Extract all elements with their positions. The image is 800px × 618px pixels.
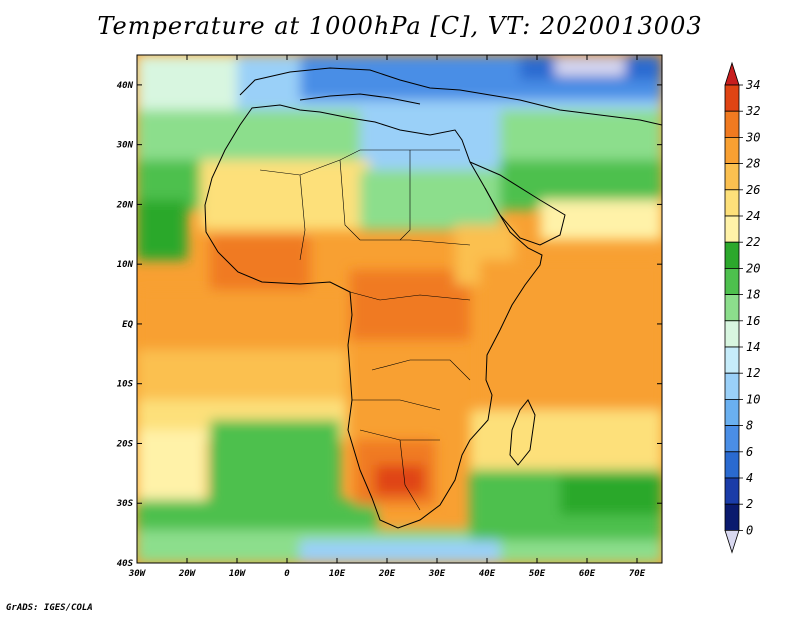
temperature-field: [137, 55, 662, 563]
colorbar-under-triangle: [724, 530, 740, 554]
y-tick-label: 20S: [116, 439, 134, 449]
colorbar-swatch: [724, 189, 740, 217]
country-borders: [259, 149, 471, 511]
colorbar-swatch: [724, 451, 740, 479]
x-tick-label: 30W: [128, 569, 147, 579]
colorbar-label: 0: [746, 523, 753, 537]
coastlines: [204, 67, 662, 529]
colorbar-swatch: [724, 425, 740, 453]
colorbar-swatch: [724, 372, 740, 400]
colorbar-swatch: [724, 320, 740, 348]
colorbar-label: 20: [746, 261, 760, 275]
colorbar-label: 30: [745, 130, 760, 144]
colorbar-swatch: [724, 294, 740, 322]
colorbar-swatch: [724, 136, 740, 164]
colorbar-label: 14: [746, 340, 760, 354]
colorbar-label: 28: [746, 157, 760, 171]
colorbar-swatch: [724, 241, 740, 269]
y-axis-ticks: 40N 30N 20N 10N EQ 10S 20S 30S 40S: [116, 81, 662, 569]
y-tick-label: 10S: [117, 380, 134, 390]
x-tick-label: 40E: [479, 569, 496, 579]
x-tick-label: 30E: [428, 569, 446, 579]
y-tick-label: 10N: [117, 260, 134, 270]
y-tick-label: EQ: [122, 320, 133, 330]
y-tick-label: 20N: [116, 200, 134, 210]
colorbar-swatch: [724, 477, 740, 505]
colorbar-swatch: [724, 84, 740, 112]
colorbar-swatch: [724, 398, 740, 426]
colorbar-swatch: [724, 503, 740, 531]
colorbar-label: 8: [746, 419, 753, 433]
x-tick-label: 50E: [529, 569, 546, 579]
x-tick-label: 20E: [378, 569, 396, 579]
colorbar-label: 10: [746, 392, 760, 406]
y-tick-label: 40S: [117, 559, 134, 569]
x-tick-label: 20W: [178, 569, 197, 579]
colorbar-swatch: [724, 215, 740, 243]
colorbar-label: 32: [745, 104, 760, 118]
footer-credit: GrADS: IGES/COLA: [6, 603, 93, 613]
colorbar-over-triangle: [724, 61, 740, 86]
colorbar-swatch: [724, 110, 740, 138]
colorbar-label: 24: [746, 209, 760, 223]
colorbar-label: 2: [746, 497, 753, 511]
y-tick-label: 40N: [117, 81, 134, 91]
colorbar-label: 18: [746, 288, 760, 302]
colorbar-label: 16: [746, 314, 760, 328]
y-tick-label: 30S: [116, 499, 134, 509]
colorbar-label: 26: [746, 183, 760, 197]
colorbar-label: 6: [746, 445, 753, 459]
colorbar-label: 12: [746, 366, 760, 380]
map-title: Temperature at 1000hPa [C], VT: 20200130…: [97, 12, 703, 40]
colorbar-swatch: [724, 267, 740, 295]
colorbar-swatch: [724, 346, 740, 374]
colorbar-label: 34: [745, 78, 760, 92]
colorbar-label: 22: [746, 235, 760, 249]
x-axis-ticks: 30W 20W 10W 0 10E 20E 30E 40E 50E 60E 70E: [128, 55, 646, 579]
x-tick-label: 0: [284, 569, 290, 579]
plot-frame: [136, 54, 663, 564]
x-tick-label: 60E: [579, 569, 596, 579]
colorbar-label: 4: [746, 471, 753, 485]
x-tick-label: 70E: [629, 569, 646, 579]
x-tick-label: 10W: [229, 569, 247, 579]
x-tick-label: 10E: [329, 569, 346, 579]
y-tick-label: 30N: [116, 141, 134, 151]
colorbar-swatch: [724, 163, 740, 191]
